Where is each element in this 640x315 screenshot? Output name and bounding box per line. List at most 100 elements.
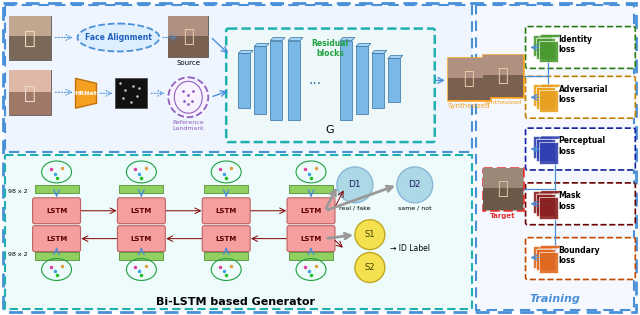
Text: G: G xyxy=(326,125,334,135)
Bar xyxy=(270,41,282,120)
Polygon shape xyxy=(388,55,403,59)
Bar xyxy=(4,155,472,309)
Bar xyxy=(238,54,250,108)
Polygon shape xyxy=(538,84,561,87)
FancyBboxPatch shape xyxy=(202,198,250,224)
Text: LSTM: LSTM xyxy=(300,236,322,242)
Bar xyxy=(532,35,552,56)
Bar xyxy=(9,70,51,115)
Bar xyxy=(9,70,51,92)
Text: LSTM: LSTM xyxy=(46,236,67,242)
Bar xyxy=(483,188,522,210)
Bar xyxy=(538,142,559,164)
Ellipse shape xyxy=(77,24,159,51)
Text: LSTM: LSTM xyxy=(131,208,152,214)
Bar xyxy=(536,37,556,60)
Text: Target: Target xyxy=(490,213,515,219)
Bar xyxy=(9,36,51,60)
Bar xyxy=(483,55,522,97)
Bar xyxy=(9,16,51,60)
FancyBboxPatch shape xyxy=(525,128,636,170)
Bar xyxy=(289,252,333,260)
Text: Mask
loss: Mask loss xyxy=(559,191,581,210)
Ellipse shape xyxy=(168,77,208,117)
Text: 人: 人 xyxy=(24,84,35,103)
Bar xyxy=(532,84,552,106)
Circle shape xyxy=(355,253,385,283)
Bar xyxy=(35,252,79,260)
Text: LSTM: LSTM xyxy=(46,208,67,214)
Polygon shape xyxy=(538,246,561,249)
Bar xyxy=(340,41,352,120)
Text: → ID Label: → ID Label xyxy=(390,244,430,253)
Bar xyxy=(532,191,552,213)
Bar xyxy=(4,5,472,152)
Polygon shape xyxy=(340,37,355,41)
Text: same / not: same / not xyxy=(398,206,431,211)
Text: Synthesized: Synthesized xyxy=(447,103,490,109)
Bar xyxy=(538,252,559,273)
FancyBboxPatch shape xyxy=(525,76,636,118)
FancyBboxPatch shape xyxy=(525,26,636,68)
Text: Adversarial
loss: Adversarial loss xyxy=(559,85,608,104)
Circle shape xyxy=(337,167,373,203)
Polygon shape xyxy=(288,37,303,41)
FancyBboxPatch shape xyxy=(202,226,250,252)
Text: Face Alignment: Face Alignment xyxy=(85,33,152,42)
Polygon shape xyxy=(238,50,253,54)
Bar xyxy=(289,185,333,193)
FancyBboxPatch shape xyxy=(118,198,165,224)
Text: Synthesized: Synthesized xyxy=(484,100,522,105)
Text: D1: D1 xyxy=(349,180,361,189)
Text: 人: 人 xyxy=(24,29,35,48)
Bar xyxy=(356,47,368,114)
Polygon shape xyxy=(538,136,561,139)
Bar xyxy=(483,168,522,210)
Bar xyxy=(288,41,300,120)
Polygon shape xyxy=(254,43,269,47)
Polygon shape xyxy=(538,191,561,194)
Bar xyxy=(536,249,556,271)
Bar xyxy=(536,194,556,216)
Text: Residual
blocks: Residual blocks xyxy=(312,38,349,58)
Text: ...: ... xyxy=(308,73,321,87)
Text: S2: S2 xyxy=(365,263,375,272)
Bar xyxy=(168,16,208,36)
Bar xyxy=(372,54,384,108)
FancyBboxPatch shape xyxy=(33,198,81,224)
Text: LSTM: LSTM xyxy=(216,236,237,242)
Polygon shape xyxy=(270,37,285,41)
Text: LSTM: LSTM xyxy=(216,208,237,214)
Bar xyxy=(483,168,522,188)
Bar xyxy=(35,185,79,193)
Text: 人: 人 xyxy=(497,67,508,85)
FancyBboxPatch shape xyxy=(118,226,165,252)
FancyBboxPatch shape xyxy=(33,226,81,252)
Bar xyxy=(538,90,559,112)
Bar xyxy=(532,246,552,267)
Text: Source: Source xyxy=(176,60,200,66)
Text: Training: Training xyxy=(529,294,580,304)
Bar xyxy=(120,185,163,193)
Text: HRNet: HRNet xyxy=(74,91,97,96)
Text: LSTM: LSTM xyxy=(300,208,322,214)
Text: 人: 人 xyxy=(463,70,474,88)
Bar xyxy=(538,197,559,219)
Bar xyxy=(168,36,208,57)
Text: Perceptual
loss: Perceptual loss xyxy=(559,136,605,156)
Text: Reference
Landmark: Reference Landmark xyxy=(172,120,204,131)
Bar xyxy=(448,59,490,78)
Circle shape xyxy=(355,220,385,249)
FancyBboxPatch shape xyxy=(287,198,335,224)
Bar xyxy=(388,59,400,102)
Polygon shape xyxy=(356,43,371,47)
Text: Identity
loss: Identity loss xyxy=(559,35,593,54)
Bar xyxy=(532,136,552,158)
Polygon shape xyxy=(538,35,561,37)
Bar xyxy=(538,41,559,62)
Bar xyxy=(115,78,147,108)
Text: Bi-LSTM based Generator: Bi-LSTM based Generator xyxy=(156,297,315,307)
Text: Boundary
loss: Boundary loss xyxy=(559,246,600,265)
Bar xyxy=(536,139,556,161)
Bar xyxy=(168,16,208,57)
